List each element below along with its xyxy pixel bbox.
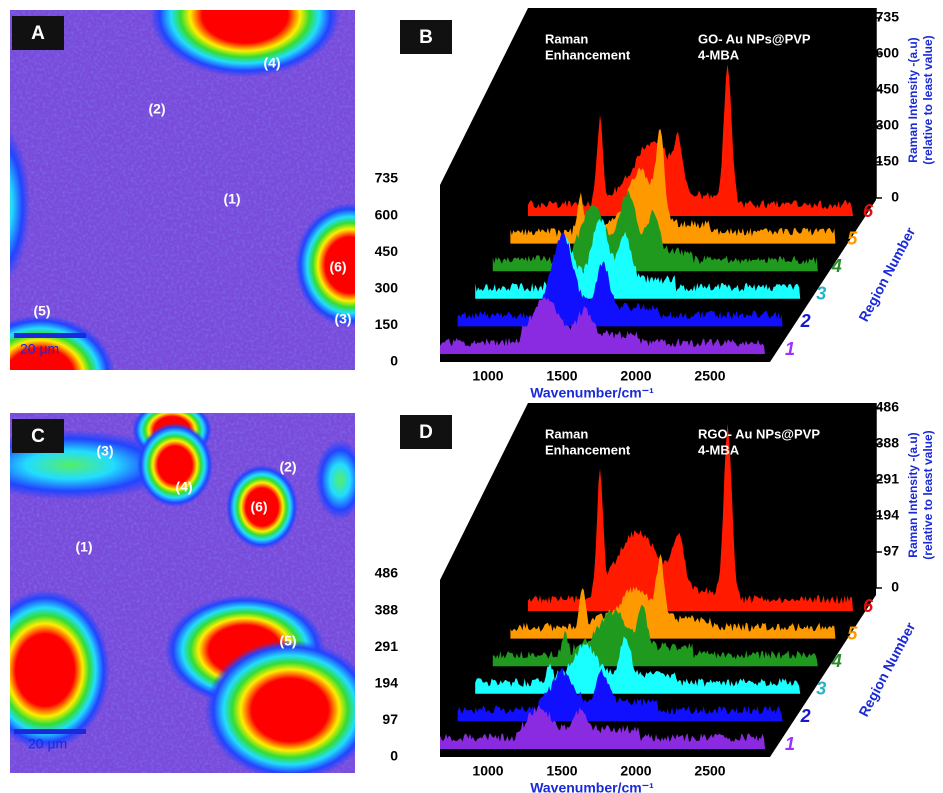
region-label: (1)	[75, 539, 92, 555]
x-tick-label: 1000	[472, 368, 503, 384]
region-number: 3	[816, 284, 826, 304]
region-number: 4	[831, 256, 842, 276]
left-tick-label: 194	[375, 675, 399, 691]
region-number: 4	[831, 651, 842, 671]
spectrum	[457, 232, 783, 327]
region-number: 6	[863, 201, 874, 221]
x-tick-label: 1000	[472, 763, 503, 779]
left-tick-label: 291	[375, 638, 399, 654]
scale-bar	[14, 333, 86, 338]
right-tick-label: 0	[891, 579, 899, 595]
spectrum	[492, 604, 818, 667]
scale-bar	[14, 729, 86, 734]
x-tick-label: 2000	[620, 368, 651, 384]
annotation: Enhancement	[545, 47, 631, 62]
panel-label: B	[419, 27, 433, 48]
x-axis-title: Wavenumber/cm⁻¹	[530, 780, 654, 793]
sample-label: 4-MBA	[698, 47, 740, 62]
right-tick-label: 97	[883, 543, 899, 559]
region-label: (2)	[148, 101, 165, 117]
spectrum	[440, 297, 765, 354]
spectrum	[510, 129, 836, 244]
region-label: (6)	[250, 499, 267, 515]
region-label: (5)	[279, 633, 296, 649]
region-number: 5	[847, 623, 858, 643]
annotation: Raman	[545, 426, 588, 441]
sample-label: 4-MBA	[698, 442, 740, 457]
scale-bar-label: 20 µm	[28, 736, 67, 752]
panel-label-box	[400, 20, 452, 54]
panel-label: C	[31, 426, 45, 447]
right-tick-label: 450	[876, 81, 900, 97]
raman-map-c	[10, 413, 355, 773]
spectrum	[510, 553, 836, 639]
spectrum	[440, 705, 765, 749]
right-tick-label: 0	[891, 189, 899, 205]
right-tick-label: 300	[876, 117, 900, 133]
region-number: 6	[863, 596, 874, 616]
right-tick-label: 194	[876, 507, 900, 523]
right-tick-label: 150	[876, 153, 900, 169]
sample-label: GO- Au NPs@PVP	[698, 31, 811, 46]
left-tick-label: 97	[382, 711, 398, 727]
left-tick-label: 0	[390, 748, 398, 764]
x-tick-label: 2000	[620, 763, 651, 779]
region-number: 1	[785, 734, 795, 754]
intensity-axis-title: (relative to least value)	[921, 35, 935, 164]
x-tick-label: 1500	[546, 763, 577, 779]
panel-label: D	[419, 422, 433, 443]
region-axis-title: Region Number	[855, 619, 918, 719]
annotation: Enhancement	[545, 442, 631, 457]
region-label: (5)	[33, 303, 50, 319]
region-number: 5	[847, 228, 858, 248]
region-label: (3)	[334, 311, 351, 327]
right-tick-label: 291	[876, 471, 900, 487]
x-tick-label: 1500	[546, 368, 577, 384]
right-tick-label: 600	[876, 45, 900, 61]
right-tick-label: 388	[876, 435, 900, 451]
intensity-axis-title: Raman Intensity -(a.u)	[906, 432, 920, 557]
left-tick-label: 600	[375, 206, 399, 222]
annotation: Raman	[545, 31, 588, 46]
region-label: (4)	[175, 479, 192, 495]
region-number: 2	[800, 311, 811, 331]
left-tick-label: 150	[375, 316, 399, 332]
panel-label-box	[400, 415, 452, 449]
raman-map-a	[10, 10, 355, 370]
left-tick-label: 486	[375, 565, 399, 581]
intensity-axis-title: Raman Intensity -(a.u)	[906, 37, 920, 162]
right-tick-label: 735	[876, 9, 900, 25]
sample-label: RGO- Au NPs@PVP	[698, 426, 820, 441]
region-label: (3)	[96, 443, 113, 459]
region-number: 3	[816, 679, 826, 699]
left-tick-label: 450	[375, 243, 399, 259]
spectrum	[528, 64, 853, 216]
scale-bar-label: 20 µm	[20, 341, 59, 357]
intensity-axis-title: (relative to least value)	[921, 430, 935, 559]
region-number: 1	[785, 339, 795, 359]
region-label: (2)	[279, 459, 296, 475]
x-axis-title: Wavenumber/cm⁻¹	[530, 385, 654, 401]
region-number: 2	[800, 706, 811, 726]
x-tick-label: 2500	[694, 763, 725, 779]
panel-label: A	[31, 23, 45, 44]
panel-label-box	[12, 419, 64, 453]
left-tick-label: 388	[375, 601, 399, 617]
spectrum	[492, 189, 818, 272]
left-tick-label: 735	[375, 170, 399, 186]
region-label: (4)	[263, 55, 280, 71]
x-tick-label: 2500	[694, 368, 725, 384]
region-label: (6)	[329, 259, 346, 275]
left-tick-label: 300	[375, 280, 399, 296]
right-tick-label: 486	[876, 399, 900, 415]
region-label: (1)	[223, 191, 240, 207]
panel-label-box	[12, 16, 64, 50]
left-tick-label: 0	[390, 353, 398, 369]
region-axis-title: Region Number	[855, 224, 918, 324]
